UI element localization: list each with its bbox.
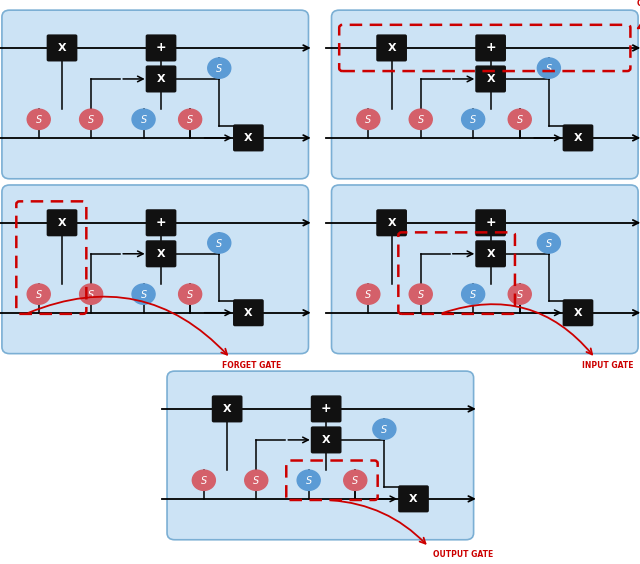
Text: X: X <box>223 404 232 414</box>
Circle shape <box>192 470 215 490</box>
Text: $\mathit{S}$: $\mathit{S}$ <box>140 113 147 125</box>
Text: $\mathit{S}$: $\mathit{S}$ <box>200 474 208 486</box>
Text: $\mathit{S}$: $\mathit{S}$ <box>417 113 425 125</box>
Text: $\mathit{S}$: $\mathit{S}$ <box>417 288 425 300</box>
Text: CELL STATE: CELL STATE <box>637 0 640 8</box>
Text: OUTPUT GATE: OUTPUT GATE <box>433 550 493 559</box>
FancyBboxPatch shape <box>47 34 77 61</box>
FancyBboxPatch shape <box>2 10 308 179</box>
Text: X: X <box>409 494 418 504</box>
Text: $\mathit{S}$: $\mathit{S}$ <box>545 62 553 74</box>
Circle shape <box>373 419 396 439</box>
Circle shape <box>538 58 561 78</box>
Circle shape <box>132 284 155 305</box>
Text: X: X <box>573 133 582 143</box>
Text: $\mathit{S}$: $\mathit{S}$ <box>380 423 388 435</box>
FancyBboxPatch shape <box>332 10 638 179</box>
Circle shape <box>461 284 484 305</box>
Circle shape <box>409 109 432 130</box>
FancyBboxPatch shape <box>563 299 593 326</box>
Text: $\mathit{S}$: $\mathit{S}$ <box>469 113 477 125</box>
Text: $\mathit{S}$: $\mathit{S}$ <box>516 113 524 125</box>
FancyBboxPatch shape <box>311 426 342 453</box>
FancyBboxPatch shape <box>233 125 264 152</box>
FancyBboxPatch shape <box>563 125 593 152</box>
Circle shape <box>508 284 531 305</box>
Circle shape <box>132 109 155 130</box>
Text: $\mathit{S}$: $\mathit{S}$ <box>364 113 372 125</box>
Circle shape <box>179 109 202 130</box>
Text: $\mathit{S}$: $\mathit{S}$ <box>215 237 223 249</box>
Text: FORGET GATE: FORGET GATE <box>222 361 282 370</box>
Text: +: + <box>485 41 496 55</box>
Text: $\mathit{S}$: $\mathit{S}$ <box>35 113 43 125</box>
Circle shape <box>28 109 51 130</box>
Text: X: X <box>486 249 495 259</box>
Text: X: X <box>244 133 253 143</box>
Text: X: X <box>157 249 165 259</box>
Text: $\mathit{S}$: $\mathit{S}$ <box>186 113 194 125</box>
Text: $\mathit{S}$: $\mathit{S}$ <box>516 288 524 300</box>
FancyBboxPatch shape <box>476 209 506 236</box>
Text: X: X <box>157 74 165 84</box>
Text: X: X <box>58 218 67 228</box>
FancyBboxPatch shape <box>476 240 506 267</box>
Circle shape <box>79 284 102 305</box>
Circle shape <box>28 284 51 305</box>
Text: $\mathit{S}$: $\mathit{S}$ <box>252 474 260 486</box>
Circle shape <box>357 284 380 305</box>
Text: $\mathit{S}$: $\mathit{S}$ <box>87 288 95 300</box>
Circle shape <box>344 470 367 490</box>
Circle shape <box>357 109 380 130</box>
Circle shape <box>179 284 202 305</box>
Text: $\mathit{S}$: $\mathit{S}$ <box>364 288 372 300</box>
Text: X: X <box>387 218 396 228</box>
Text: X: X <box>58 43 67 53</box>
Circle shape <box>508 109 531 130</box>
FancyBboxPatch shape <box>146 209 177 236</box>
FancyBboxPatch shape <box>376 34 407 61</box>
Text: $\mathit{S}$: $\mathit{S}$ <box>140 288 147 300</box>
FancyBboxPatch shape <box>146 65 177 92</box>
FancyBboxPatch shape <box>2 185 308 354</box>
Text: INPUT GATE: INPUT GATE <box>582 361 634 370</box>
FancyBboxPatch shape <box>233 299 264 326</box>
Circle shape <box>208 58 231 78</box>
Text: $\mathit{S}$: $\mathit{S}$ <box>35 288 43 300</box>
Text: $\mathit{S}$: $\mathit{S}$ <box>305 474 312 486</box>
Text: X: X <box>322 435 330 445</box>
Circle shape <box>244 470 268 490</box>
FancyBboxPatch shape <box>398 485 429 512</box>
Text: +: + <box>321 402 332 416</box>
Text: +: + <box>156 41 166 55</box>
Circle shape <box>538 233 561 253</box>
Text: $\mathit{S}$: $\mathit{S}$ <box>469 288 477 300</box>
FancyBboxPatch shape <box>376 209 407 236</box>
Text: $\mathit{S}$: $\mathit{S}$ <box>351 474 359 486</box>
Text: +: + <box>485 216 496 230</box>
FancyBboxPatch shape <box>476 65 506 92</box>
Circle shape <box>461 109 484 130</box>
Circle shape <box>297 470 320 490</box>
Text: X: X <box>244 308 253 318</box>
Text: X: X <box>573 308 582 318</box>
FancyBboxPatch shape <box>167 371 474 540</box>
FancyBboxPatch shape <box>212 395 243 422</box>
Text: $\mathit{S}$: $\mathit{S}$ <box>186 288 194 300</box>
Text: $\mathit{S}$: $\mathit{S}$ <box>215 62 223 74</box>
Text: $\mathit{S}$: $\mathit{S}$ <box>545 237 553 249</box>
FancyBboxPatch shape <box>476 34 506 61</box>
FancyBboxPatch shape <box>311 395 342 422</box>
Circle shape <box>208 233 231 253</box>
FancyBboxPatch shape <box>332 185 638 354</box>
Circle shape <box>79 109 102 130</box>
Circle shape <box>409 284 432 305</box>
FancyBboxPatch shape <box>146 34 177 61</box>
Text: $\mathit{S}$: $\mathit{S}$ <box>87 113 95 125</box>
FancyBboxPatch shape <box>47 209 77 236</box>
Text: X: X <box>486 74 495 84</box>
Text: +: + <box>156 216 166 230</box>
Text: X: X <box>387 43 396 53</box>
FancyBboxPatch shape <box>146 240 177 267</box>
